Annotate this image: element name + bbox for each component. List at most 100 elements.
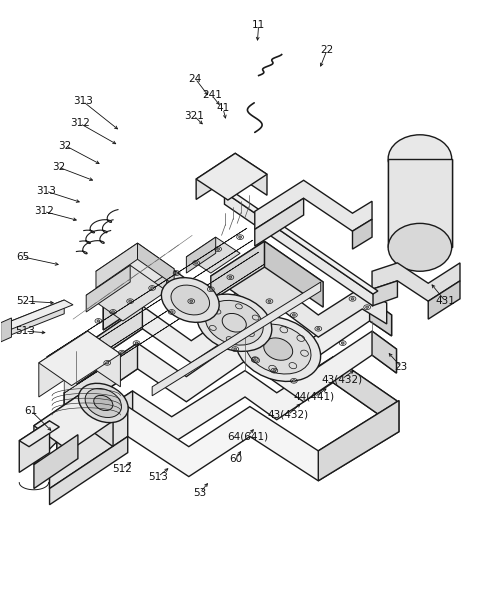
Polygon shape — [64, 331, 396, 419]
Polygon shape — [86, 265, 167, 321]
Text: 44(441): 44(441) — [294, 392, 335, 402]
Ellipse shape — [78, 383, 128, 422]
Text: 513: 513 — [15, 326, 35, 336]
Polygon shape — [352, 219, 372, 249]
Ellipse shape — [317, 328, 320, 330]
Polygon shape — [58, 252, 259, 381]
Text: 22: 22 — [320, 45, 334, 55]
Polygon shape — [255, 180, 372, 231]
Ellipse shape — [264, 338, 293, 360]
Polygon shape — [372, 331, 396, 373]
Text: 53: 53 — [194, 488, 207, 498]
Polygon shape — [76, 306, 143, 373]
Ellipse shape — [388, 223, 452, 271]
Polygon shape — [49, 436, 128, 505]
Ellipse shape — [239, 236, 242, 238]
Polygon shape — [57, 357, 396, 467]
Ellipse shape — [175, 272, 178, 274]
Polygon shape — [369, 299, 392, 336]
Polygon shape — [64, 264, 265, 393]
Polygon shape — [96, 243, 138, 288]
Text: 313: 313 — [36, 186, 55, 196]
Ellipse shape — [388, 135, 452, 182]
Polygon shape — [49, 401, 399, 488]
Ellipse shape — [106, 362, 109, 364]
Ellipse shape — [151, 287, 154, 289]
Polygon shape — [196, 154, 267, 199]
Ellipse shape — [273, 370, 276, 372]
Ellipse shape — [217, 248, 220, 250]
Ellipse shape — [94, 395, 113, 410]
Ellipse shape — [135, 342, 138, 344]
Text: 313: 313 — [73, 96, 93, 106]
Ellipse shape — [97, 320, 100, 322]
Ellipse shape — [196, 294, 272, 352]
Polygon shape — [52, 240, 253, 369]
Ellipse shape — [351, 298, 354, 300]
Polygon shape — [39, 331, 121, 386]
Text: 32: 32 — [52, 162, 65, 172]
Ellipse shape — [85, 388, 122, 418]
Ellipse shape — [170, 311, 173, 313]
Polygon shape — [96, 243, 174, 297]
Text: 312: 312 — [70, 118, 90, 128]
Polygon shape — [333, 357, 396, 427]
Ellipse shape — [171, 285, 210, 315]
Text: 521: 521 — [16, 296, 36, 306]
Text: 513: 513 — [148, 472, 168, 482]
Text: 24: 24 — [189, 74, 202, 83]
Text: 241: 241 — [202, 90, 221, 100]
Text: 64(641): 64(641) — [227, 431, 268, 442]
Polygon shape — [103, 265, 167, 330]
Polygon shape — [64, 361, 76, 393]
Ellipse shape — [121, 352, 123, 354]
Polygon shape — [47, 228, 247, 357]
Polygon shape — [49, 407, 128, 488]
Ellipse shape — [253, 359, 256, 361]
Ellipse shape — [268, 300, 271, 302]
Ellipse shape — [205, 301, 263, 345]
Ellipse shape — [234, 348, 237, 350]
Ellipse shape — [209, 288, 212, 290]
Ellipse shape — [366, 306, 368, 308]
Polygon shape — [186, 237, 240, 273]
Polygon shape — [64, 343, 138, 419]
Text: 431: 431 — [436, 296, 455, 306]
Polygon shape — [428, 281, 460, 319]
Text: 60: 60 — [230, 454, 243, 464]
Polygon shape — [0, 318, 11, 342]
Polygon shape — [224, 192, 373, 306]
Polygon shape — [265, 241, 323, 307]
Polygon shape — [19, 421, 59, 446]
Polygon shape — [388, 159, 452, 247]
Text: 43(432): 43(432) — [268, 410, 309, 420]
Ellipse shape — [229, 276, 232, 278]
Text: 512: 512 — [112, 464, 132, 474]
Polygon shape — [86, 265, 130, 312]
Polygon shape — [76, 299, 392, 373]
Polygon shape — [318, 401, 399, 481]
Polygon shape — [211, 241, 265, 301]
Polygon shape — [57, 391, 133, 467]
Polygon shape — [34, 396, 113, 451]
Ellipse shape — [293, 314, 295, 316]
Ellipse shape — [341, 342, 344, 344]
Text: 43(432): 43(432) — [321, 374, 362, 384]
Ellipse shape — [236, 317, 320, 382]
Polygon shape — [34, 396, 113, 464]
Polygon shape — [196, 154, 267, 200]
Ellipse shape — [245, 324, 311, 374]
Polygon shape — [186, 237, 216, 273]
Text: 23: 23 — [395, 362, 408, 372]
Polygon shape — [19, 421, 49, 472]
Polygon shape — [372, 263, 460, 301]
Ellipse shape — [195, 262, 197, 264]
Ellipse shape — [129, 300, 132, 302]
Text: 321: 321 — [184, 110, 204, 121]
Text: 61: 61 — [24, 406, 38, 416]
Polygon shape — [34, 434, 78, 488]
Polygon shape — [255, 198, 304, 246]
Ellipse shape — [161, 278, 219, 322]
Ellipse shape — [293, 380, 295, 382]
Text: 32: 32 — [59, 140, 72, 151]
